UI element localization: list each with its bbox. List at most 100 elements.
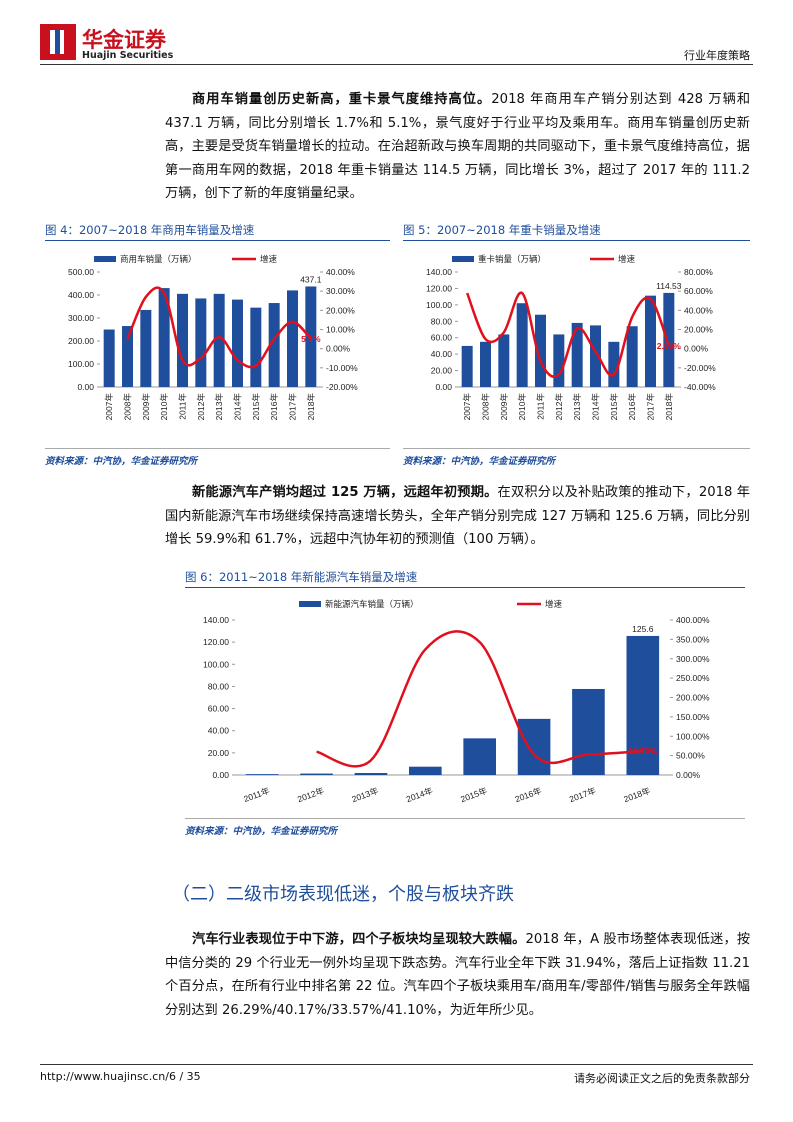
- x-tick-label: 2009年: [499, 393, 509, 421]
- x-tick-label: 2014年: [591, 393, 601, 421]
- y-tick-label: 200.00: [68, 336, 94, 346]
- data-label: 125.6: [632, 624, 654, 634]
- bar: [354, 773, 388, 775]
- data-label: 437.1: [300, 274, 322, 284]
- x-tick-label: 2013年: [572, 393, 582, 421]
- y2-tick-label: 40.00%: [684, 305, 713, 315]
- y-tick-label: 80.00: [431, 316, 453, 326]
- logo-en: Huajin Securities: [82, 50, 174, 61]
- legend-label: 新能源汽车销量（万辆）: [325, 599, 419, 609]
- y2-tick-label: 40.00%: [326, 267, 355, 277]
- y2-tick-label: 30.00%: [326, 286, 355, 296]
- x-tick-label: 2015年: [459, 785, 489, 804]
- footer-rule: [40, 1064, 753, 1065]
- chart: 0.00 20.00 40.00 60.00 80.00 100.00 120.00 140.…: [426, 254, 716, 421]
- y-tick-label: 40.00: [208, 726, 230, 736]
- y-tick-label: 0.00: [212, 770, 229, 780]
- bar: [590, 325, 601, 387]
- y-tick-label: 100.00: [203, 659, 229, 669]
- header-rule: [40, 64, 753, 65]
- y-tick-label: 120.00: [203, 637, 229, 647]
- x-tick-label: 2016年: [627, 393, 637, 421]
- x-tick-label: 2014年: [405, 785, 435, 804]
- bar: [516, 303, 528, 387]
- x-tick-label: 2013年: [214, 393, 224, 421]
- bar: [305, 286, 317, 387]
- figure-source: 资料来源：中汽协，华金证券研究所: [403, 448, 750, 467]
- x-tick-label: 2011年: [178, 393, 188, 420]
- bar: [213, 293, 225, 387]
- y2-tick-label: 400.00%: [676, 615, 710, 625]
- line-series: [466, 291, 671, 378]
- y2-tick-label: 0.00%: [684, 344, 709, 354]
- y-tick-label: 120.00: [426, 283, 452, 293]
- bar: [480, 341, 491, 387]
- x-tick-label: 2008年: [123, 393, 133, 421]
- bar: [268, 303, 280, 387]
- y-tick-label: 80.00: [208, 681, 230, 691]
- y-tick-label: 140.00: [203, 615, 229, 625]
- figure-caption: 图 6：2011~2018 年新能源汽车销量及增速: [185, 569, 745, 588]
- y-tick-label: 500.00: [68, 267, 94, 277]
- logo-cn: 华金证券: [82, 28, 166, 52]
- x-tick-label: 2017年: [646, 393, 656, 421]
- section-heading: （二）二级市场表现低迷，个股与板块齐跌: [172, 884, 514, 905]
- figure-source: 资料来源：中汽协，华金证券研究所: [45, 448, 390, 467]
- y2-tick-label: -20.00%: [684, 363, 716, 373]
- x-tick-label: 2012年: [196, 393, 206, 421]
- body-text: 2018 年商用车产销分别达到 428 万辆和 437.1 万辆，同比分别增长 …: [165, 92, 751, 201]
- x-tick-label: 2017年: [568, 785, 598, 804]
- y2-tick-label: 250.00%: [676, 673, 710, 683]
- bar: [608, 341, 620, 387]
- bar: [498, 334, 510, 387]
- y-tick-label: 60.00: [431, 333, 453, 343]
- bar: [409, 766, 442, 775]
- y2-tick-label: 100.00%: [676, 731, 710, 741]
- bar: [103, 329, 115, 387]
- y2-tick-label: 20.00%: [326, 305, 355, 315]
- x-tick-label: 2007年: [462, 393, 472, 421]
- y2-tick-label: -20.00%: [326, 382, 358, 392]
- x-tick-label: 2015年: [251, 393, 261, 421]
- x-tick-label: 2011年: [242, 785, 271, 804]
- figure-caption: 图 5：2007~2018 年重卡销量及增速: [403, 222, 750, 241]
- x-tick-label: 2018年: [664, 393, 674, 421]
- x-tick-label: 2010年: [159, 393, 169, 421]
- report-type: 行业年度策略: [684, 49, 750, 62]
- y2-tick-label: -40.00%: [684, 382, 716, 392]
- bar: [572, 688, 605, 775]
- data-label: 61.70%: [628, 746, 657, 756]
- lead: 汽车行业表现位于中下游，四个子板块均呈现较大跌幅。: [192, 932, 526, 947]
- x-tick-label: 2009年: [141, 393, 151, 421]
- x-tick-label: 2014年: [233, 393, 243, 421]
- y2-tick-label: 60.00%: [684, 286, 713, 296]
- y2-tick-label: 300.00%: [676, 654, 710, 664]
- footer-disclaimer: 请务必阅读正文之后的免责条款部分: [574, 1072, 750, 1085]
- y-tick-label: 100.00: [426, 300, 452, 310]
- legend-label: 商用车销量（万辆）: [120, 254, 197, 264]
- data-label: 2.98%: [657, 341, 682, 351]
- bar: [245, 774, 279, 775]
- x-tick-label: 2008年: [481, 393, 491, 421]
- x-tick-label: 2016年: [514, 785, 544, 804]
- y-tick-label: 60.00: [208, 704, 230, 714]
- bar: [158, 288, 170, 387]
- bar: [250, 307, 262, 387]
- x-tick-label: 2011年: [536, 393, 546, 420]
- legend-label: 增速: [260, 254, 278, 264]
- paragraph: 汽车行业表现位于中下游，四个子板块均呈现较大跌幅。2018 年，A 股市场整体表…: [165, 928, 750, 1022]
- legend-swatch: [299, 601, 321, 607]
- y2-tick-label: 80.00%: [684, 267, 713, 277]
- paragraph: 商用车销量创历史新高，重卡景气度维持高位。2018 年商用车产销分别达到 428…: [165, 88, 750, 206]
- bar: [535, 314, 546, 387]
- y-tick-label: 140.00: [426, 267, 452, 277]
- paragraph: 新能源汽车产销均超过 125 万辆，远超年初预期。在双积分以及补贴政策的推动下，…: [165, 481, 750, 552]
- bar: [626, 326, 638, 387]
- y-tick-label: 0.00: [77, 382, 94, 392]
- y2-tick-label: -10.00%: [326, 363, 358, 373]
- bar: [140, 309, 152, 387]
- chart: 0.00 20.00 40.00 60.00 80.00 100.00 120.00 140.…: [203, 599, 710, 804]
- y-tick-label: 400.00: [68, 290, 94, 300]
- body-text: 在双积分以及补贴政策的推动下，2018 年国内新能源汽车市场继续保持高速增长势头…: [165, 485, 750, 547]
- logo-mark: [40, 24, 76, 60]
